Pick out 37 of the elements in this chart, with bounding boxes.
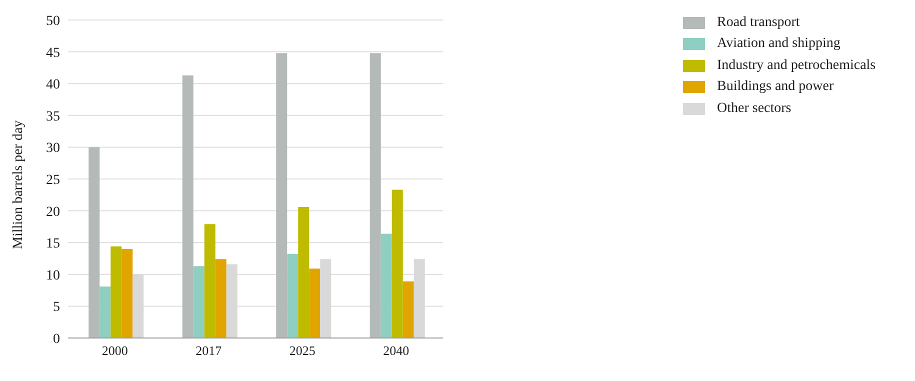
bar xyxy=(204,224,216,338)
bar xyxy=(298,206,310,338)
y-tick-label: 30 xyxy=(46,141,60,156)
y-tick-label: 40 xyxy=(46,78,60,93)
legend-label: Buildings and power xyxy=(717,79,834,96)
y-tick-label: 20 xyxy=(46,204,60,220)
legend-label: Aviation and shipping xyxy=(717,36,840,52)
x-tick-label: 2017 xyxy=(196,343,222,358)
bar xyxy=(392,190,403,338)
bar xyxy=(402,281,414,338)
x-tick-label: 2025 xyxy=(289,343,316,358)
bar xyxy=(215,259,226,338)
x-tick-label: 2000 xyxy=(102,343,128,358)
bar xyxy=(380,234,392,338)
bar xyxy=(88,147,100,338)
bar xyxy=(309,268,320,338)
bar xyxy=(193,266,204,338)
legend-label: Other sectors xyxy=(717,100,792,117)
bar xyxy=(122,248,133,338)
legend-label: Industry and petrochemicals xyxy=(717,58,876,74)
bar xyxy=(287,254,298,338)
y-tick-label: 50 xyxy=(46,14,60,29)
bar xyxy=(100,286,111,338)
y-tick-label: 25 xyxy=(46,172,60,188)
x-tick-label: 2040 xyxy=(383,343,410,358)
y-tick-label: 0 xyxy=(53,332,60,347)
legend-label: Road transport xyxy=(717,14,800,31)
y-tick-label: 45 xyxy=(46,46,60,61)
bar xyxy=(276,53,288,338)
bar xyxy=(182,75,194,338)
bar xyxy=(370,53,381,338)
y-tick-label: 5 xyxy=(53,300,60,316)
y-tick-label: 10 xyxy=(46,268,60,284)
y-tick-label: 35 xyxy=(46,109,60,124)
bar xyxy=(110,246,122,338)
y-axis-title: Million barrels per day xyxy=(10,120,26,249)
y-tick-label: 15 xyxy=(46,236,60,252)
